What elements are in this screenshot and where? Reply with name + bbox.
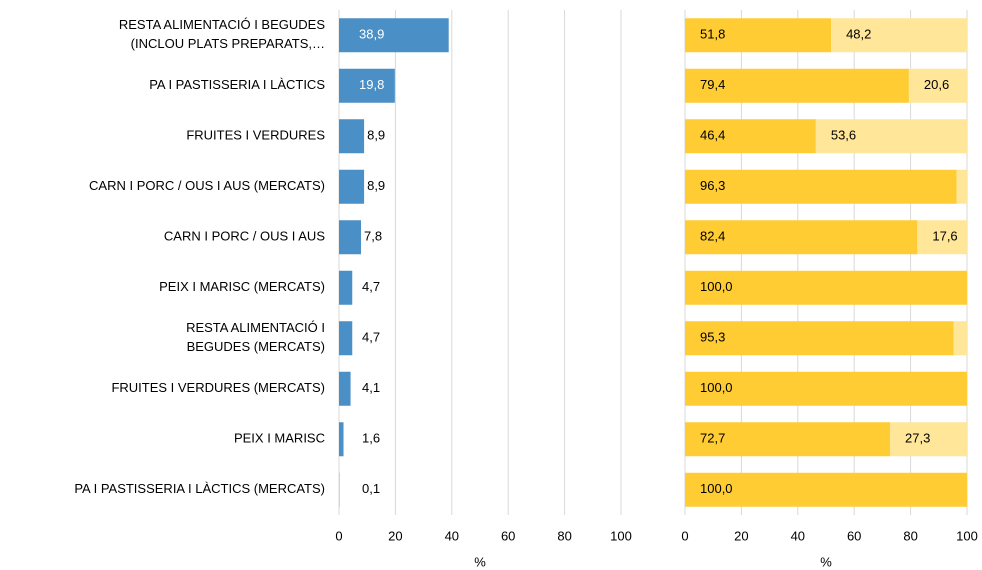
x-tick-label: 0	[335, 528, 342, 543]
value-label: 95,3	[700, 330, 725, 345]
value-label: 7,8	[364, 229, 382, 244]
bar-segment	[831, 18, 967, 53]
value-label: 20,6	[924, 77, 949, 92]
bar-segment	[685, 220, 918, 255]
category-label: RESTA ALIMENTACIÓ I BEGUDES (MERCATS)	[186, 320, 325, 354]
value-label: 1,6	[362, 431, 380, 446]
value-label: 4,1	[362, 380, 380, 395]
x-tick-label: 40	[445, 528, 459, 543]
category-label: PA I PASTISSERIA I LÀCTICS (MERCATS)	[74, 481, 325, 496]
category-label: PEIX I MARISC	[234, 431, 325, 446]
x-tick-label: 100	[956, 528, 978, 543]
bar-segment	[685, 18, 832, 53]
x-tick-label: 80	[557, 528, 571, 543]
x-tick-label: 20	[734, 528, 748, 543]
bar-segment	[685, 119, 816, 154]
value-label: 8,9	[367, 178, 385, 193]
value-label: 8,9	[367, 128, 385, 143]
category-label: FRUITES I VERDURES	[186, 128, 325, 143]
value-label: 48,2	[846, 27, 871, 42]
x-tick-label: 40	[791, 528, 805, 543]
value-label: 46,4	[700, 128, 725, 143]
x-axis-label: %	[820, 554, 832, 569]
value-label: 19,8	[359, 77, 384, 92]
value-label: 27,3	[905, 431, 930, 446]
bar-segment	[956, 169, 967, 204]
x-tick-label: 60	[501, 528, 515, 543]
bar-segment	[917, 220, 967, 255]
x-tick-label: 80	[903, 528, 917, 543]
bar-segment	[685, 371, 967, 406]
x-tick-label: 60	[847, 528, 861, 543]
bar-segment	[685, 270, 967, 305]
bar-segment	[815, 119, 967, 154]
bar-segment	[685, 422, 891, 457]
bar	[339, 321, 353, 356]
category-label: RESTA ALIMENTACIÓ I BEGUDES (INCLOU PLATS…	[119, 17, 325, 51]
category-label: PEIX I MARISC (MERCATS)	[159, 279, 325, 294]
value-label: 100,0	[700, 380, 733, 395]
x-tick-label: 20	[388, 528, 402, 543]
value-label: 96,3	[700, 178, 725, 193]
bar-segment	[953, 321, 967, 356]
bar-segment	[685, 321, 954, 356]
bar-segment	[685, 472, 967, 507]
value-label: 100,0	[700, 481, 733, 496]
bar-segment	[685, 68, 909, 103]
value-label: 82,4	[700, 229, 725, 244]
bar	[339, 220, 361, 255]
value-label: 51,8	[700, 27, 725, 42]
value-label: 0,1	[362, 481, 380, 496]
bar	[339, 68, 395, 103]
bar	[339, 371, 351, 406]
bar-segment	[685, 169, 957, 204]
x-tick-label: 100	[610, 528, 632, 543]
value-label: 4,7	[362, 330, 380, 345]
category-label: FRUITES I VERDURES (MERCATS)	[111, 380, 325, 395]
value-label: 38,9	[359, 27, 384, 42]
category-label: PA I PASTISSERIA I LÀCTICS	[149, 77, 325, 92]
bar	[339, 422, 344, 457]
value-label: 79,4	[700, 77, 725, 92]
value-label: 17,6	[932, 229, 957, 244]
bar-segment	[890, 422, 967, 457]
bar	[339, 18, 449, 53]
bar	[339, 270, 353, 305]
value-label: 4,7	[362, 279, 380, 294]
x-tick-label: 0	[681, 528, 688, 543]
value-label: 53,6	[831, 128, 856, 143]
bar	[339, 169, 365, 204]
category-label: CARN I PORC / OUS I AUS	[164, 229, 325, 244]
bar-segment	[908, 68, 967, 103]
x-axis-label: %	[474, 554, 486, 569]
bar	[339, 119, 365, 154]
value-label: 72,7	[700, 431, 725, 446]
category-label: CARN I PORC / OUS I AUS (MERCATS)	[89, 178, 325, 193]
value-label: 100,0	[700, 279, 733, 294]
